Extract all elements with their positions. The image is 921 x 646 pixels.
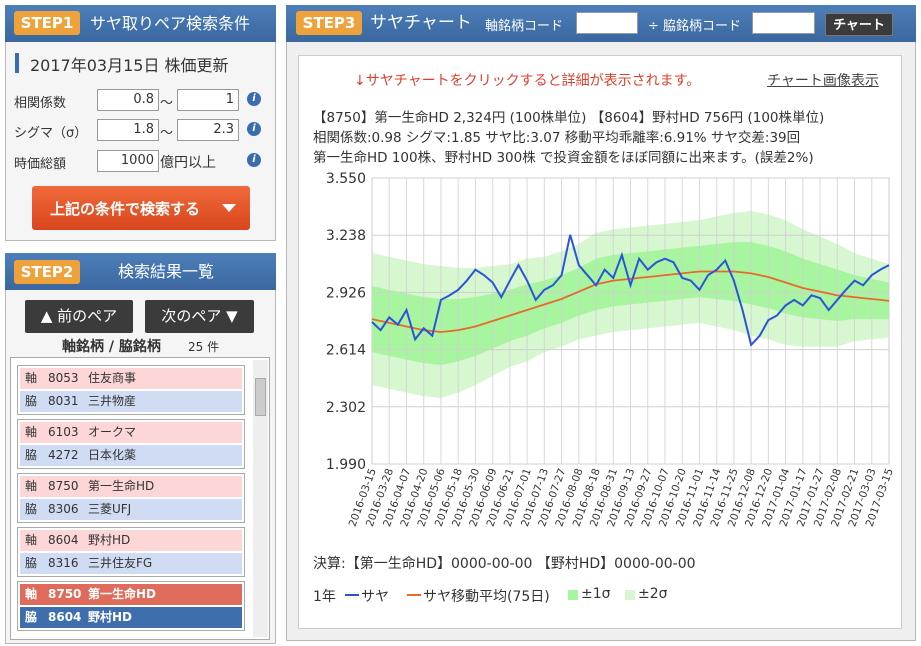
pair-item[interactable]: 軸 8750 第一生命HD 脇 8604 野村HD xyxy=(17,581,245,631)
side-name: 三井物産 xyxy=(88,394,137,408)
axis-row: 軸 8604 野村HD xyxy=(20,530,242,551)
side-tag: 脇 xyxy=(25,556,38,570)
step3-title: サヤチャート xyxy=(370,13,472,33)
side-tag: 脇 xyxy=(25,610,38,624)
search-button-label: 上記の条件で検索する xyxy=(50,200,201,218)
axis-code: 6103 xyxy=(48,425,79,439)
info-icon[interactable]: i xyxy=(247,122,261,136)
separator: 〜 xyxy=(160,126,174,141)
side-code: 8306 xyxy=(48,502,79,516)
side-code-input[interactable] xyxy=(752,12,815,34)
side-code: 8316 xyxy=(48,556,79,570)
chart-button[interactable]: チャート xyxy=(825,13,893,36)
unit: 億円以上 xyxy=(160,155,216,171)
separator: 〜 xyxy=(160,96,174,111)
side-name: 野村HD xyxy=(88,610,133,624)
side-tag: 脇 xyxy=(25,502,38,516)
axis-code-input[interactable] xyxy=(576,12,638,34)
period: 1年 xyxy=(313,589,336,605)
image-link[interactable]: チャート画像表示 xyxy=(767,73,879,89)
dropdown-icon xyxy=(222,204,236,212)
side-tag: 脇 xyxy=(25,394,38,408)
input[interactable]: 1.8 xyxy=(97,119,159,141)
step2-badge: STEP2 xyxy=(14,260,80,284)
legend-swatch xyxy=(568,590,578,600)
axis-name: オークマ xyxy=(88,425,137,439)
side-name: 三菱UFJ xyxy=(88,502,132,516)
side-row: 脇 8316 三井住友FG xyxy=(20,553,242,574)
side-row: 脇 4272 日本化薬 xyxy=(20,445,242,466)
date-bar xyxy=(15,53,19,73)
info-line: 第一生命HD 100株、野村HD 300株 で投資金額をほぼ同額に出来ます。(誤… xyxy=(313,150,814,166)
side-row: 脇 8604 野村HD xyxy=(20,607,242,628)
side-row: 脇 8031 三井物産 xyxy=(20,391,242,412)
info-line: 相関係数:0.98 シグマ:1.85 サヤ比:3.07 移動平均乖離率:6.91… xyxy=(313,130,801,146)
side-row: 脇 8306 三菱UFJ xyxy=(20,499,242,520)
axis-code: 8053 xyxy=(48,371,79,385)
legend-swatch xyxy=(407,594,421,596)
earnings: 決算:【第一生命HD】0000-00-00 【野村HD】0000-00-00 xyxy=(313,556,696,572)
pair-item[interactable]: 軸 8053 住友商事脇 8031 三井物産 xyxy=(17,365,245,415)
step2-title: 検索結果一覧 xyxy=(118,262,215,281)
axis-code: 8750 xyxy=(48,587,82,601)
next-button[interactable]: 次のペア ▼ xyxy=(145,300,254,333)
side-code: 4272 xyxy=(48,448,79,462)
step1-title: サヤ取りペア検索条件 xyxy=(90,14,251,33)
step3-badge: STEP3 xyxy=(296,11,362,35)
result-count: 25 件 xyxy=(188,340,220,354)
scrollbar[interactable] xyxy=(253,360,268,637)
field-label: シグマ（σ） xyxy=(14,126,88,141)
legend-swatch xyxy=(625,590,635,600)
side-tag: 脇 xyxy=(25,448,38,462)
axis-tag: 軸 xyxy=(25,587,38,601)
axis-row: 軸 6103 オークマ xyxy=(20,422,242,443)
side-code: 8604 xyxy=(48,610,82,624)
update-date: 2017年03月15日 株価更新 xyxy=(30,56,229,75)
axis-name: 住友商事 xyxy=(88,371,137,385)
list-header: 軸銘柄 / 脇銘柄 xyxy=(62,339,161,355)
search-button[interactable] xyxy=(32,186,250,230)
legend-label: サヤ移動平均(75日) xyxy=(423,589,550,605)
info-line: 【8750】第一生命HD 2,324円 (100株単位) 【8604】野村HD … xyxy=(313,110,825,126)
input[interactable]: 1000 xyxy=(97,150,159,172)
info-icon[interactable]: i xyxy=(247,92,261,106)
step1-badge: STEP1 xyxy=(14,11,80,35)
notice: ↓サヤチャートをクリックすると詳細が表示されます。 xyxy=(354,73,701,89)
side-name: 日本化薬 xyxy=(88,448,137,462)
axis-tag: 軸 xyxy=(25,425,38,439)
axis-tag: 軸 xyxy=(25,371,38,385)
legend-label: ±1σ xyxy=(581,586,611,602)
field-label: 相関係数 xyxy=(14,96,67,111)
axis-row: 軸 8750 第一生命HD xyxy=(20,476,242,497)
pair-item[interactable]: 軸 8750 第一生命HD 脇 8306 三菱UFJ xyxy=(17,473,245,523)
info-icon[interactable]: i xyxy=(247,153,261,167)
pair-item[interactable]: 軸 8604 野村HD 脇 8316 三井住友FG xyxy=(17,527,245,577)
axis-code: 8604 xyxy=(48,533,79,547)
legend-label: ±2σ xyxy=(638,586,668,602)
field-label: 時価総額 xyxy=(14,157,67,172)
axis-name: 第一生命HD xyxy=(88,587,157,601)
axis-name: 野村HD xyxy=(88,533,131,547)
axis-code-label: 軸銘柄コード xyxy=(485,19,564,34)
pair-item[interactable]: 軸 6103 オークマ脇 4272 日本化薬 xyxy=(17,419,245,469)
axis-tag: 軸 xyxy=(25,479,38,493)
axis-row: 軸 8750 第一生命HD xyxy=(20,584,242,605)
axis-name: 第一生命HD xyxy=(88,479,155,493)
input[interactable]: 2.3 xyxy=(177,119,239,141)
scroll-thumb[interactable] xyxy=(255,378,266,416)
axis-row: 軸 8053 住友商事 xyxy=(20,368,242,389)
legend-swatch xyxy=(345,594,359,596)
input[interactable]: 1 xyxy=(177,89,239,111)
side-name: 三井住友FG xyxy=(88,556,153,570)
axis-tag: 軸 xyxy=(25,533,38,547)
legend-label: サヤ xyxy=(361,589,389,605)
axis-code: 8750 xyxy=(48,479,79,493)
prev-button[interactable]: ▲ 前のペア xyxy=(25,300,133,333)
input[interactable]: 0.8 xyxy=(97,89,159,111)
side-code: 8031 xyxy=(48,394,79,408)
side-code-label: ÷ 脇銘柄コード xyxy=(648,19,742,34)
